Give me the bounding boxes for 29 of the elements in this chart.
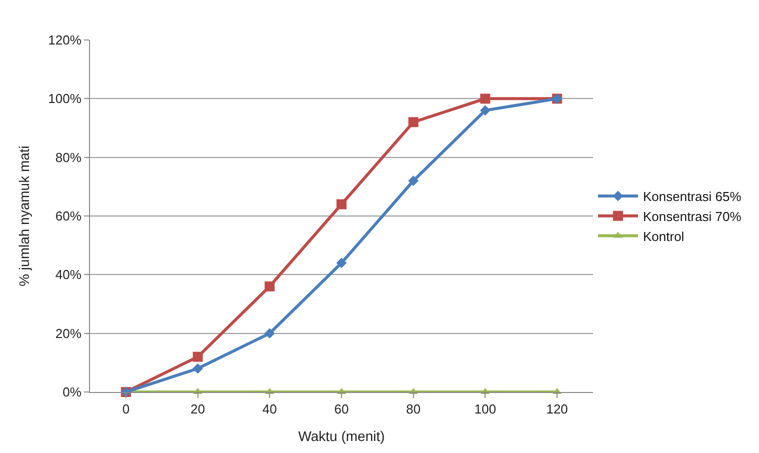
x-tick-label: 20 [190, 402, 206, 417]
point [336, 199, 346, 210]
y-tick-label: 40% [55, 267, 82, 282]
x-tick-label: 100 [474, 402, 496, 417]
y-tick-label: 0% [62, 384, 82, 400]
legend-label: Konsentrasi 70% [643, 208, 742, 224]
y-tick-label: 100% [48, 91, 82, 106]
x-tick-label: 60 [334, 402, 349, 417]
point [408, 117, 418, 128]
y-tick-label: 20% [55, 326, 82, 341]
y-axis-title: % jumlah nyamuk mati [16, 146, 32, 286]
point [336, 258, 347, 268]
point [192, 352, 203, 362]
x-tick-label: 80 [406, 402, 421, 417]
point [264, 328, 275, 339]
x-tick-label: 40 [262, 402, 277, 417]
y-tick-label: 80% [55, 150, 82, 165]
legend-label: Kontrol [643, 228, 684, 244]
x-tick-label: 120 [546, 402, 568, 417]
legend-label: Konsentrasi 65% [643, 189, 742, 204]
x-tick-label: 0 [122, 402, 130, 417]
point [192, 363, 203, 374]
point [480, 105, 490, 116]
point [264, 281, 275, 292]
point [408, 176, 419, 186]
x-axis-title: Waktu (menit) [298, 428, 385, 444]
y-tick-label: 120% [48, 32, 82, 48]
point [480, 94, 490, 104]
y-tick-label: 60% [55, 208, 82, 224]
